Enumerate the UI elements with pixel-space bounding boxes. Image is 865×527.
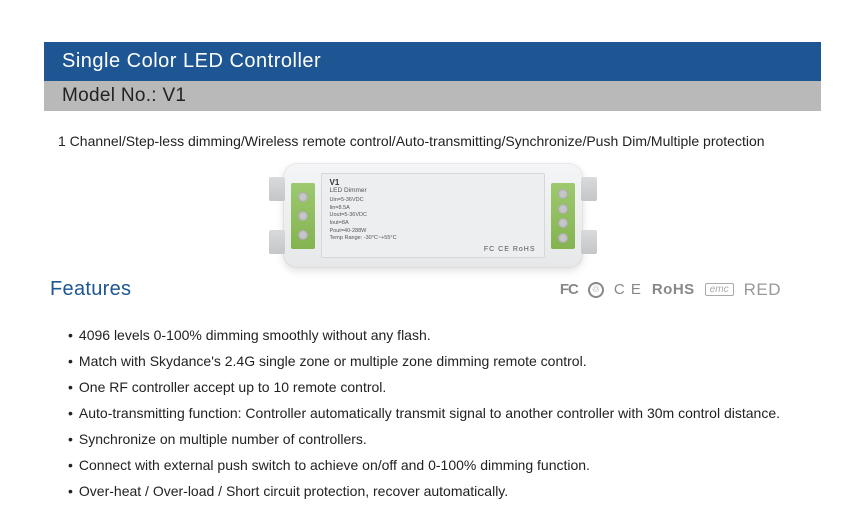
feature-item: 4096 levels 0-100% dimming smoothly with…	[68, 327, 821, 343]
fc-mark: FC	[560, 281, 578, 298]
feature-item: Auto-transmitting function: Controller a…	[68, 405, 821, 421]
terminal-left	[291, 183, 315, 249]
feature-item: Over-heat / Over-load / Short circuit pr…	[68, 483, 821, 499]
product-image: ◀ RUN ◀ MATCH V1 LED Dimmer Uin=5-36VDC …	[44, 163, 821, 268]
device-illustration: ◀ RUN ◀ MATCH V1 LED Dimmer Uin=5-36VDC …	[283, 163, 583, 268]
feature-item: Match with Skydance's 2.4G single zone o…	[68, 353, 821, 369]
device-marks: FC CE RoHS	[330, 246, 536, 253]
spec-line: Uout=5-36VDC	[330, 212, 536, 220]
page-title: Single Color LED Controller	[62, 50, 321, 72]
spec-line: Uin=5-36VDC	[330, 197, 536, 205]
features-list: 4096 levels 0-100% dimming smoothly with…	[68, 327, 821, 499]
tagline: 1 Channel/Step-less dimming/Wireless rem…	[58, 133, 821, 149]
feature-item: Connect with external push switch to ach…	[68, 457, 821, 473]
spec-line: Temp Range: -30°C~+55°C	[330, 235, 536, 243]
device-model: V1	[330, 178, 536, 187]
model-number: Model No.: V1	[62, 85, 186, 106]
spec-line: Pout=40-288W	[330, 228, 536, 236]
rohs-mark: RoHS	[652, 281, 695, 298]
ce-mark: C E	[614, 281, 642, 298]
mount-bracket	[581, 177, 597, 201]
spec-line: Iout=8A	[330, 220, 536, 228]
emc-mark: emc	[705, 283, 734, 296]
device-subtitle: LED Dimmer	[330, 187, 536, 194]
mount-bracket	[269, 230, 285, 254]
title-bar: Single Color LED Controller	[44, 42, 821, 81]
feature-item: One RF controller accept up to 10 remote…	[68, 379, 821, 395]
device-face: V1 LED Dimmer Uin=5-36VDC Iin=8.5A Uout=…	[321, 173, 545, 258]
mount-bracket	[269, 177, 285, 201]
spec-line: Iin=8.5A	[330, 205, 536, 213]
terminal-right	[551, 183, 575, 249]
mount-bracket	[581, 230, 597, 254]
recycle-icon: ♲	[588, 282, 604, 298]
features-heading: Features	[50, 278, 131, 301]
certification-marks: FC ♲ C E RoHS emc RED	[560, 280, 781, 300]
feature-item: Synchronize on multiple number of contro…	[68, 431, 821, 447]
red-mark: RED	[744, 280, 781, 300]
model-bar: Model No.: V1	[44, 81, 821, 111]
